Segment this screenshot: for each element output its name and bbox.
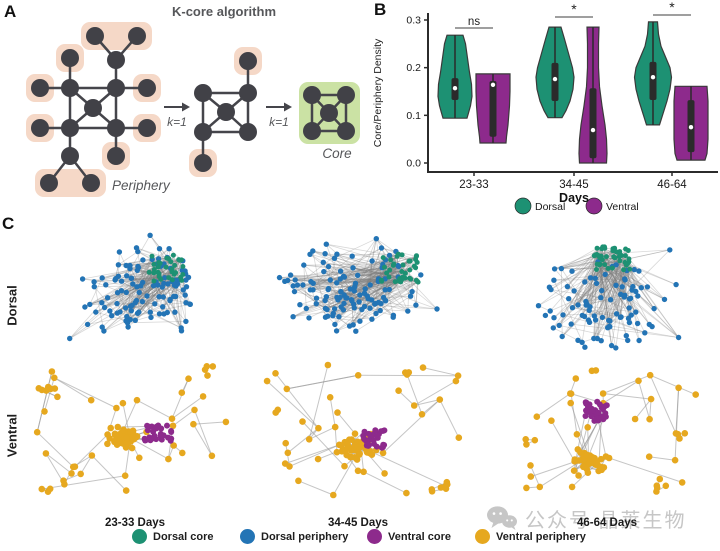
y-tick-label: 0.2 [406, 62, 421, 74]
legend-item-ventral-core: Ventral core [367, 529, 451, 544]
significance-label: ns [468, 16, 480, 28]
x-tick-label: 46-64 [657, 179, 687, 191]
box-ventral-34-45 [589, 88, 597, 159]
network-ventral-23-33 [33, 363, 230, 495]
network-nodes [276, 236, 440, 334]
network-dorsal-46-64 [535, 244, 682, 351]
panel-a-title: K-core algorithm [172, 4, 276, 19]
network-edges [538, 246, 679, 348]
network-core-nodes [141, 422, 175, 444]
median-dot [452, 86, 458, 91]
dorsal-periphery-swatch [240, 529, 255, 544]
network-nodes [33, 363, 230, 495]
legend-item-dorsal-core: Dorsal core [132, 529, 214, 544]
row-label-dorsal: Dorsal [4, 285, 20, 326]
median-dot [490, 82, 496, 88]
legend-swatch-dorsal [514, 197, 532, 215]
legend-label: Dorsal periphery [261, 530, 349, 543]
network-nodes [67, 232, 193, 342]
y-tick-label: 0.3 [406, 14, 421, 26]
network-edges [525, 369, 696, 492]
violin-plot: 0.0 0.1 0.2 0.3 Core/Periphery Density 23-33 3… [372, 0, 718, 215]
panel-b-label: B [374, 0, 387, 19]
legend-item-dorsal-periphery: Dorsal periphery [240, 529, 348, 544]
network-dorsal-34-45 [276, 236, 440, 334]
core-label: Core [322, 146, 351, 161]
legend-label-dorsal: Dorsal [535, 201, 565, 213]
y-axis-label: Core/Periphery Density [372, 38, 384, 147]
panel-a-label: A [4, 2, 17, 21]
x-tick-label: 23-33 [459, 179, 488, 191]
ventral-periphery-swatch [475, 529, 490, 544]
col-label-23-33-days: 23-33 Days [104, 517, 166, 529]
row-label-ventral: Ventral [4, 413, 20, 458]
network-ventral-46-64 [522, 367, 699, 495]
network-ventral-34-45 [263, 361, 463, 499]
box-dorsal-34-45 [551, 62, 559, 101]
legend-label: Dorsal core [153, 530, 214, 543]
y-tick-label: 0.0 [406, 158, 421, 170]
watermark: 公众号 晶莱生物 [486, 504, 687, 533]
significance-label: * [571, 1, 577, 17]
median-dot [552, 76, 558, 82]
network-nodes [535, 244, 682, 351]
network-nodes [263, 361, 463, 499]
legend-label-ventral: Ventral [606, 201, 639, 213]
network-dorsal-23-33 [67, 232, 193, 342]
box-dorsal-46-64 [649, 61, 657, 100]
median-dot [650, 75, 656, 80]
x-tick-label: 34-45 [559, 179, 588, 191]
panel-c-label: C [2, 214, 15, 233]
arrow1-label: k=1 [167, 115, 187, 129]
col-label-34-45-days: 34-45 Days [327, 517, 389, 529]
legend-label: Ventral periphery [496, 530, 586, 543]
legend-swatch-ventral [585, 197, 603, 215]
arrow2-label: k=1 [269, 115, 289, 129]
network-nodes [522, 367, 699, 495]
median-dot [590, 127, 596, 133]
box-ventral-23-33 [489, 81, 497, 137]
median-dot [688, 125, 694, 130]
watermark-text: 公众号 晶莱生物 [525, 510, 687, 532]
network-core-nodes [582, 398, 610, 424]
ventral-core-swatch [367, 529, 382, 544]
legend-item-ventral-periphery: Ventral periphery [475, 529, 586, 544]
periphery-label: Periphery [112, 178, 171, 193]
network-core-nodes [360, 427, 388, 451]
dorsal-core-swatch [132, 529, 147, 544]
y-tick-label: 0.1 [406, 110, 421, 122]
col-label-46-64-days: 46-64 Days [576, 517, 638, 529]
significance-label: * [669, 0, 675, 15]
x-axis-label: Days [559, 191, 589, 205]
legend-label: Ventral core [388, 530, 451, 543]
wechat-icon [487, 506, 517, 530]
kcore-algorithm-diagram: k=1 k=1 K-core algorithm Periphery Core [26, 4, 360, 197]
